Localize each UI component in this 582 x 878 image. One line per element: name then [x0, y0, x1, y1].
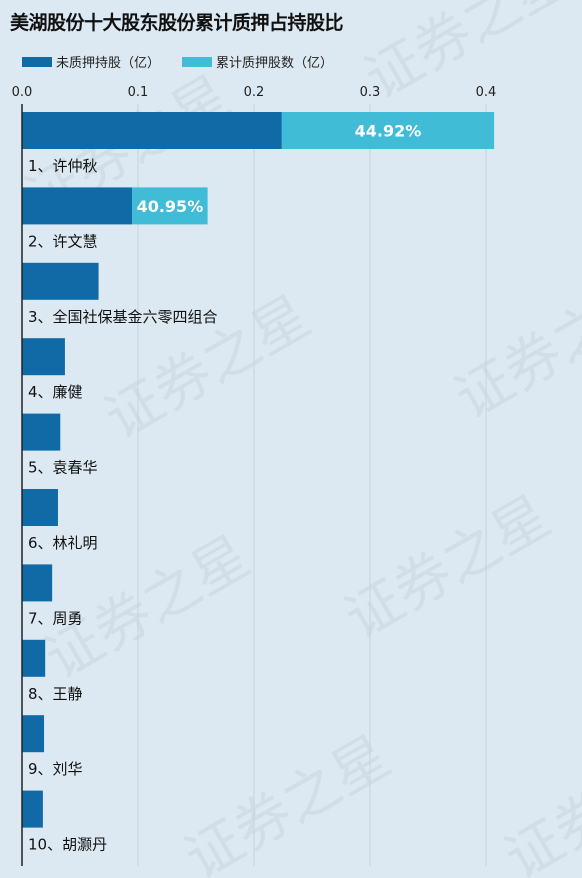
data-label: 44.92% — [355, 122, 422, 141]
category-label: 6、林礼明 — [28, 534, 98, 552]
bar-unpledged — [22, 790, 43, 828]
category-label: 10、胡灏丹 — [28, 836, 107, 854]
legend-label-unpledged: 未质押持股（亿） — [56, 56, 161, 71]
legend-swatch-pledged — [182, 56, 213, 67]
bar-unpledged — [22, 187, 133, 225]
bar-unpledged — [22, 413, 61, 451]
x-tick-label: 0.4 — [476, 85, 497, 100]
category-label: 5、袁春华 — [28, 459, 98, 477]
legend-item-unpledged: 未质押持股（亿） — [22, 52, 160, 71]
category-label: 2、许文慧 — [28, 232, 98, 250]
bar-unpledged — [22, 639, 46, 677]
category-label: 3、全国社保基金六零四组合 — [28, 308, 218, 326]
bar-unpledged — [22, 715, 45, 753]
bar-unpledged — [22, 489, 58, 526]
category-label: 1、许仲秋 — [28, 157, 98, 175]
bar-unpledged — [22, 564, 53, 602]
x-tick-label: 0.0 — [12, 85, 33, 100]
bar-unpledged — [22, 262, 99, 300]
category-label: 7、周勇 — [28, 609, 83, 627]
data-label: 40.95% — [137, 197, 204, 216]
x-tick-label: 0.2 — [244, 85, 265, 100]
category-label: 4、廉健 — [28, 383, 83, 401]
chart-title: 美湖股份十大股东股份累计质押占持股比 — [10, 12, 344, 34]
bar-pledged — [132, 187, 208, 225]
category-label: 9、刘华 — [28, 760, 83, 778]
legend-item-pledged: 累计质押股数（亿） — [182, 52, 333, 71]
category-label: 8、王静 — [28, 685, 83, 703]
legend-swatch-unpledged — [22, 56, 52, 67]
legend-label-pledged: 累计质押股数（亿） — [216, 56, 334, 71]
bar-unpledged — [22, 112, 282, 149]
x-tick-label: 0.1 — [128, 85, 149, 100]
x-tick-label: 0.3 — [360, 85, 381, 100]
bar-pledged — [281, 112, 495, 149]
bar-unpledged — [22, 338, 65, 376]
legend: 未质押持股（亿） 累计质押股数（亿） — [22, 52, 355, 71]
